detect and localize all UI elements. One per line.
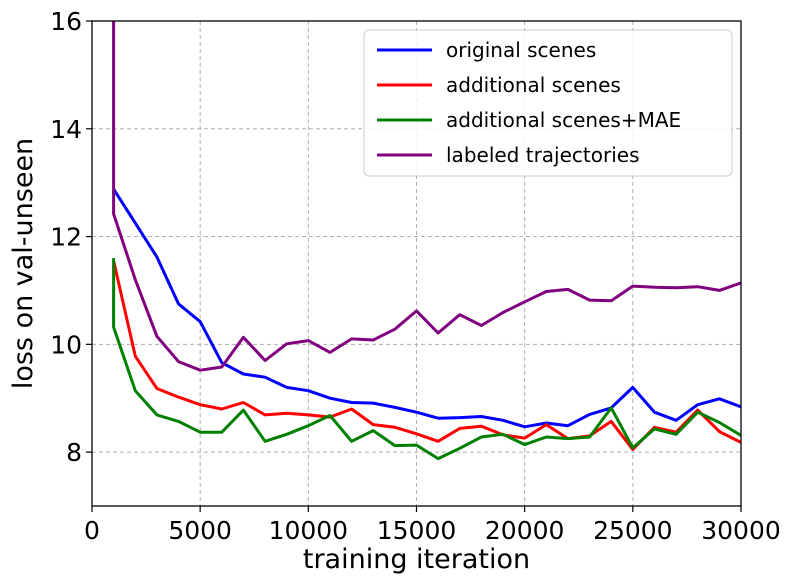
y-tick-label: 16 (50, 7, 82, 36)
y-axis-label: loss on val-unseen (8, 138, 39, 389)
x-axis-ticks: 0 5000 10000 15000 20000 25000 30000 (84, 506, 781, 545)
legend-label: original scenes (446, 38, 596, 62)
x-tick-label: 0 (84, 516, 100, 545)
legend-label: labeled trajectories (446, 143, 640, 167)
x-tick-label: 30000 (701, 516, 781, 545)
legend-label: additional scenes+MAE (446, 108, 681, 132)
y-axis-ticks: 8 10 12 14 16 (50, 7, 92, 467)
x-tick-label: 15000 (377, 516, 457, 545)
y-tick-label: 12 (50, 223, 82, 252)
x-tick-label: 20000 (485, 516, 565, 545)
legend-label: additional scenes (446, 73, 621, 97)
x-axis-label: training iteration (303, 544, 530, 575)
x-tick-label: 25000 (593, 516, 673, 545)
series-line-1 (112, 188, 741, 429)
y-tick-label: 14 (50, 115, 82, 144)
x-tick-label: 10000 (269, 516, 349, 545)
series-line-3 (112, 258, 741, 461)
legend: original scenes additional scenes addition… (363, 29, 733, 177)
x-tick-label: 5000 (168, 516, 232, 545)
y-tick-label: 8 (66, 438, 82, 467)
series-layer (112, 21, 741, 461)
legend-box (363, 29, 733, 177)
y-tick-label: 10 (50, 330, 82, 359)
series-line-4 (112, 21, 741, 372)
